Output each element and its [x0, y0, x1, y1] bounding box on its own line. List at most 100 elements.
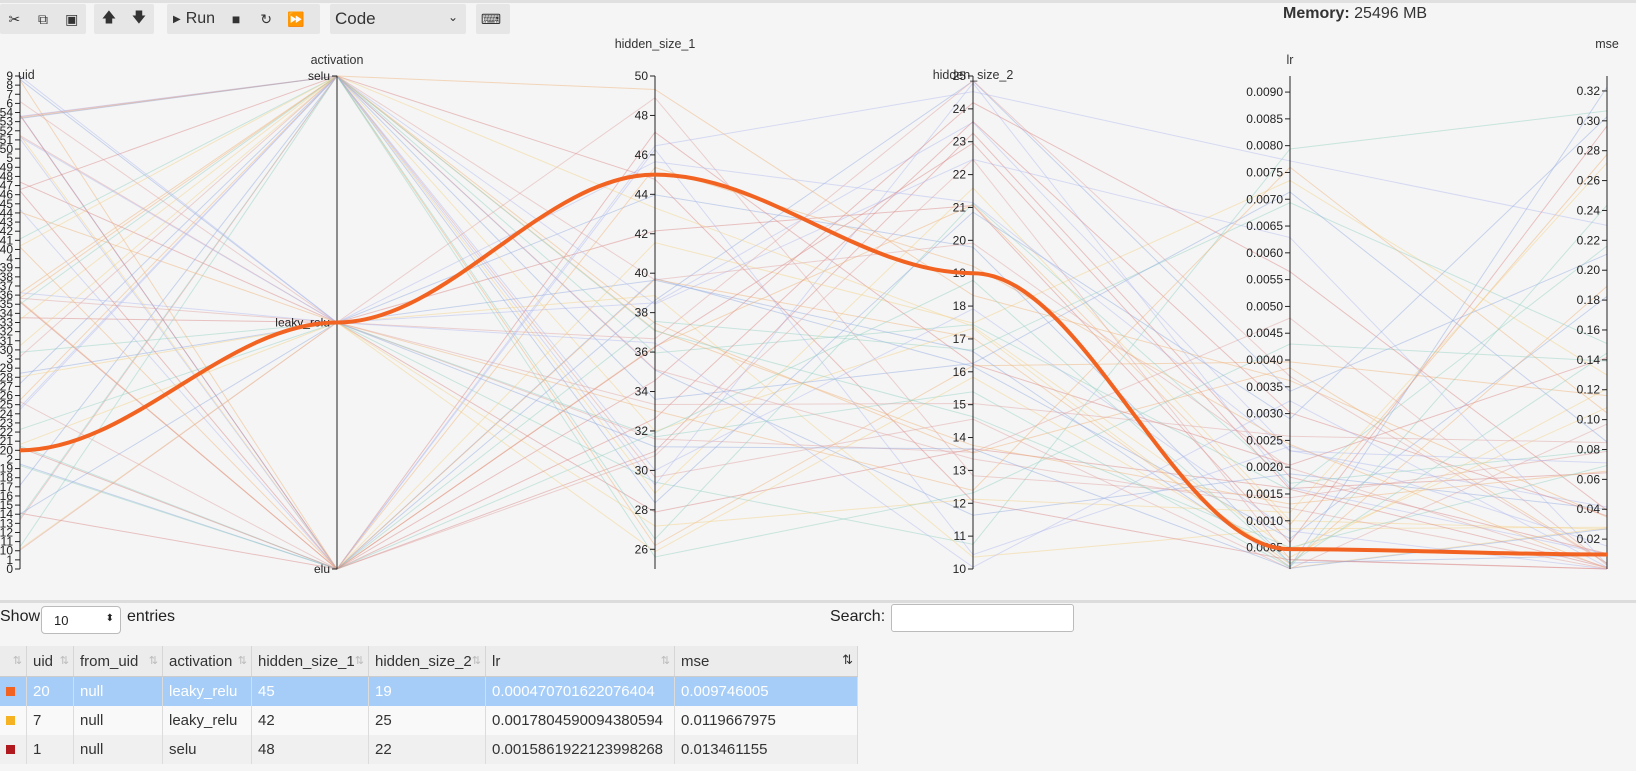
table-body: 20 null leaky_relu 45 19 0.00047070162207640​… — [0, 676, 858, 764]
background-line — [19, 97, 1608, 499]
background-line — [19, 136, 1608, 464]
background-line — [19, 75, 1608, 505]
tick-label: 13 — [0, 516, 13, 530]
tick-label: 0.32 — [1577, 84, 1601, 98]
tick-label: 8 — [6, 78, 13, 92]
background-line — [19, 321, 1608, 551]
clipboard-group: ✂ ⧉ ▣ — [0, 4, 86, 34]
sort-icon: ⇅ — [354, 655, 364, 667]
background-line — [19, 75, 1608, 530]
col-activation[interactable]: activation ⇅ — [162, 646, 252, 677]
tick-label: 16 — [953, 365, 967, 379]
restart-icon[interactable]: ↻ — [260, 10, 272, 27]
cell-activation: selu — [162, 735, 252, 764]
tick-label: 26 — [0, 389, 13, 403]
col-color[interactable]: ⇅ — [0, 646, 27, 677]
table-row[interactable]: 7 null leaky_relu 42 25 0.0017804590094380594… — [0, 706, 858, 735]
cell-mse: 0.0119667975 — [674, 706, 858, 735]
background-line — [19, 75, 1608, 551]
background-line — [19, 166, 1608, 492]
tick-label: 0.26 — [1577, 174, 1601, 188]
tick-label: 0.0065 — [1246, 219, 1283, 233]
tick-label: 0.0045 — [1246, 326, 1283, 340]
tick-label: 28 — [0, 370, 13, 384]
background-line — [19, 75, 1608, 547]
tick-label: 0.24 — [1577, 203, 1601, 217]
sort-icon: ⇅ — [12, 655, 22, 667]
col-hidden-size-1-label: hidden_size_1 — [258, 652, 355, 670]
tick-label: 21 — [0, 434, 13, 448]
tick-label: 28 — [635, 503, 649, 517]
tick-label: 20 — [0, 443, 13, 457]
tick-label: 0.30 — [1577, 114, 1601, 128]
background-line — [19, 75, 1608, 548]
tick-label: 53 — [0, 115, 13, 129]
paste-icon[interactable]: ▣ — [65, 10, 79, 27]
table-row[interactable]: 20 null leaky_relu 45 19 0.00047070162207640​… — [0, 676, 858, 706]
table-row[interactable]: 1 null selu 48 22 0.0015861922123998268 0.0134… — [0, 735, 858, 764]
tick-label: 0.0025 — [1246, 433, 1283, 447]
background-line — [19, 142, 1608, 570]
col-from-uid[interactable]: from_uid ⇅ — [73, 646, 163, 677]
tick-label: 50 — [0, 142, 13, 156]
copy-icon[interactable]: ⧉ — [38, 10, 48, 27]
tick-label: 4 — [6, 252, 13, 266]
tick-label: 17 — [953, 332, 967, 346]
tick-label: 14 — [953, 431, 967, 445]
background-line — [19, 75, 1608, 555]
fast-forward-icon[interactable]: ⏩ — [287, 10, 305, 27]
highlighted-line-group — [19, 172, 1608, 557]
tick-label: 25 — [953, 69, 967, 83]
tick-label: 48 — [635, 108, 649, 122]
background-line — [19, 75, 1608, 486]
show-label: Show — [0, 608, 41, 625]
move-down-icon[interactable]: 🡇 — [131, 9, 147, 25]
entries-value: 10 — [54, 613, 69, 628]
run-group: ▶ Run ■ ↻ ⏩ — [167, 4, 320, 34]
cell-type-select[interactable]: Code ⌄ — [330, 4, 466, 34]
keyboard-icon[interactable]: ⌨ — [480, 10, 502, 27]
stop-icon[interactable]: ■ — [231, 11, 241, 27]
entries-select[interactable]: 10 ⬍ — [41, 606, 121, 634]
color-swatch — [6, 716, 15, 725]
cell-activation: leaky_relu — [162, 706, 252, 735]
background-line — [19, 204, 1608, 568]
play-icon: ▶ — [173, 13, 181, 25]
background-line — [19, 91, 1608, 570]
tick-label: 0 — [6, 562, 13, 576]
tick-label: 0.10 — [1577, 413, 1601, 427]
axis-title-uid: uid — [18, 68, 35, 82]
background-line — [19, 75, 1608, 570]
tick-label: 46 — [0, 188, 13, 202]
row-color-swatch — [0, 735, 27, 764]
move-up-icon[interactable]: 🡅 — [101, 9, 117, 25]
tick-label: 0.28 — [1577, 144, 1601, 158]
background-line — [19, 75, 1608, 570]
tick-label: 0.0055 — [1246, 273, 1283, 287]
tick-label: 40 — [0, 242, 13, 256]
col-hidden-size-1[interactable]: hidden_size_1 ⇅ — [251, 646, 369, 677]
highlighted-line[interactable] — [19, 172, 1608, 557]
tick-label: 5 — [6, 151, 13, 165]
col-hidden-size-2[interactable]: hidden_size_2 ⇅ — [368, 646, 486, 677]
cell-uid: 20 — [26, 676, 74, 706]
cut-icon[interactable]: ✂ — [8, 10, 21, 27]
search-input[interactable] — [891, 604, 1074, 632]
col-lr[interactable]: lr ⇅ — [485, 646, 675, 677]
col-uid[interactable]: uid ⇅ — [26, 646, 74, 677]
tick-label: 30 — [635, 463, 649, 477]
tick-label: 0.18 — [1577, 293, 1601, 307]
updown-icon: ⬍ — [105, 613, 114, 624]
entries-label: entries — [127, 608, 176, 625]
keyboard-group: ⌨ — [476, 4, 510, 34]
col-mse[interactable]: mse ⇅ — [674, 646, 858, 677]
axis-title-activation: activation — [311, 53, 364, 67]
run-button[interactable]: ▶ Run — [167, 4, 221, 34]
parallel-coordinates-chart[interactable]: uid0110111213141516171819220212223242526… — [0, 36, 1636, 600]
tick-label: 7 — [6, 87, 13, 101]
tick-label: 0.0080 — [1246, 139, 1283, 153]
tick-label: 0.0085 — [1246, 112, 1283, 126]
row-color-swatch — [0, 706, 27, 735]
tick-label: 10 — [953, 562, 967, 576]
results-table: ⇅ uid ⇅ from_uid ⇅ activation ⇅ hidden_size… — [0, 646, 858, 764]
